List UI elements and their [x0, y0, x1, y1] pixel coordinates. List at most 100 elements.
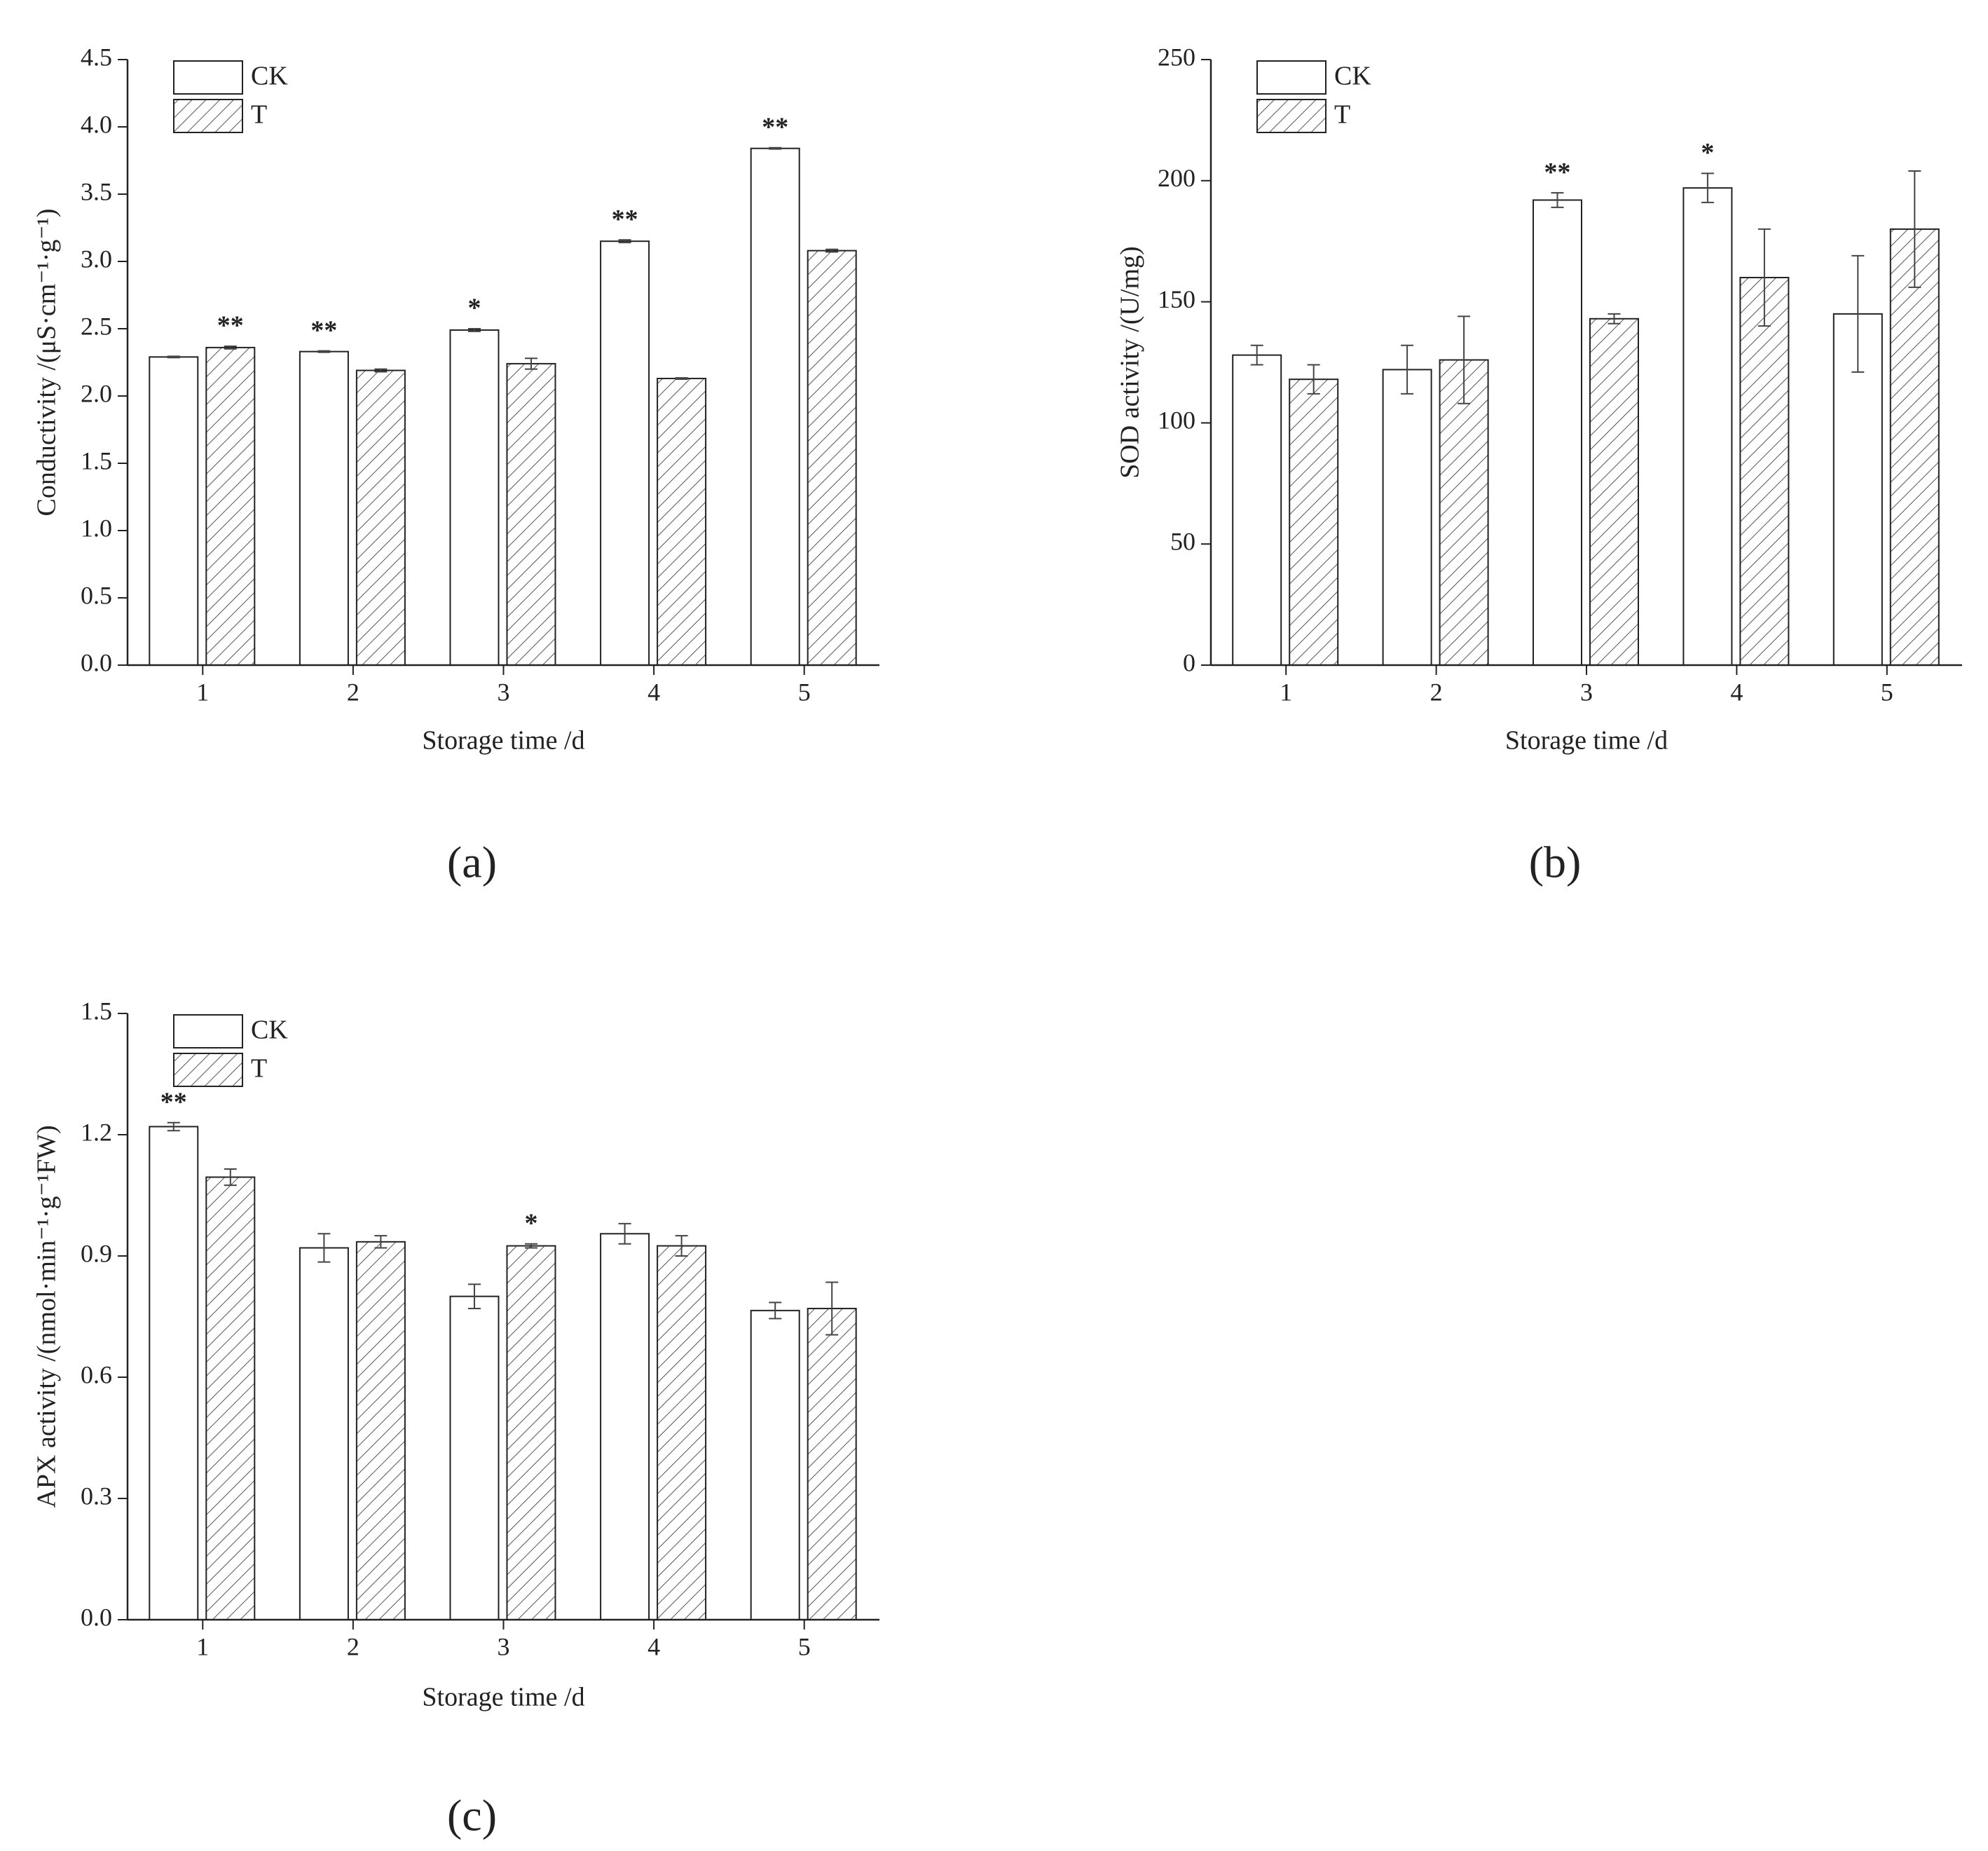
- y-tick-label: 1.5: [81, 446, 112, 474]
- bar: [807, 250, 857, 666]
- significance: **: [762, 112, 788, 142]
- y-tick-label: 100: [1158, 407, 1195, 435]
- error-bar: [1307, 364, 1320, 395]
- bar: [600, 240, 650, 666]
- x-axis-title: Storage time /d: [422, 726, 584, 756]
- bar: [1232, 354, 1282, 666]
- error-bar: [769, 146, 782, 150]
- error-bar: [825, 248, 839, 253]
- y-tick-label: 0.0: [81, 1603, 112, 1631]
- bar: [657, 378, 707, 666]
- error-bar: [618, 239, 631, 244]
- error-bar: [317, 350, 331, 353]
- error-bar: [374, 1235, 388, 1249]
- error-bar: [525, 1243, 537, 1249]
- y-tick-label: 3.0: [81, 245, 112, 273]
- y-axis-title: Conductivity /(μS·cm⁻¹·g⁻¹): [32, 209, 62, 517]
- bar: [1439, 359, 1489, 666]
- bar: [149, 1126, 199, 1620]
- y-tick-label: 200: [1158, 164, 1195, 192]
- error-bar: [224, 1168, 237, 1187]
- x-tick-label: 1: [196, 678, 209, 706]
- x-tick-label: 4: [647, 678, 660, 706]
- significance: **: [160, 1087, 187, 1116]
- bar: [1382, 369, 1432, 666]
- x-tick-label: 2: [347, 678, 359, 706]
- significance: *: [468, 294, 481, 323]
- error-bar: [317, 1233, 331, 1263]
- legend-swatch: [173, 99, 243, 133]
- significance: *: [1701, 138, 1714, 168]
- significance: *: [525, 1208, 538, 1238]
- bar: [449, 1295, 500, 1620]
- legend-label: CK: [251, 62, 288, 91]
- bar: [355, 369, 406, 667]
- x-tick-label: 5: [798, 678, 811, 706]
- bar: [355, 1241, 406, 1620]
- y-tick-label: 2.5: [81, 312, 112, 340]
- y-tick-label: 0.0: [81, 648, 112, 676]
- error-bar: [224, 345, 237, 350]
- bar: [1289, 378, 1339, 667]
- bar: [299, 350, 349, 666]
- legend-swatch: [173, 1053, 243, 1087]
- y-tick-label: 2.0: [81, 379, 112, 407]
- y-tick-label: 3.5: [81, 177, 112, 205]
- bar: [1889, 228, 1940, 667]
- error-bar: [675, 377, 688, 380]
- bar: [1682, 187, 1733, 666]
- error-bar: [1701, 172, 1714, 203]
- error-bar: [525, 357, 537, 370]
- error-bar: [825, 1281, 839, 1336]
- error-bar: [374, 368, 388, 373]
- error-bar: [675, 1235, 688, 1257]
- y-tick-label: 0.9: [81, 1239, 112, 1267]
- x-tick-label: 3: [498, 678, 510, 706]
- y-tick-label: 150: [1158, 285, 1195, 313]
- legend-label: T: [251, 1054, 267, 1084]
- bar: [449, 329, 500, 666]
- x-tick-label: 5: [798, 1632, 811, 1660]
- significance: **: [310, 315, 337, 345]
- bar: [657, 1245, 707, 1621]
- significance: **: [1544, 158, 1571, 187]
- y-axis-title: APX activity /(nmol·min⁻¹·g⁻¹FW): [32, 1125, 62, 1508]
- error-bar: [1757, 228, 1771, 327]
- error-bar: [1607, 313, 1621, 325]
- bar: [205, 346, 256, 666]
- y-tick-label: 1.5: [81, 997, 112, 1025]
- legend-label: CK: [1334, 62, 1371, 91]
- bar: [205, 1176, 256, 1621]
- bar: [807, 1307, 857, 1620]
- y-tick-label: 0.5: [81, 581, 112, 609]
- significance: **: [612, 205, 638, 234]
- y-tick-label: 1.0: [81, 514, 112, 542]
- significance: **: [217, 311, 244, 341]
- bar: [600, 1233, 650, 1620]
- y-axis-title: SOD activity /(U/mg): [1116, 246, 1145, 478]
- error-bar: [1401, 344, 1414, 395]
- x-tick-label: 3: [498, 1632, 510, 1660]
- error-bar: [769, 1302, 782, 1320]
- error-bar: [618, 1222, 631, 1245]
- x-tick-label: 4: [647, 1632, 660, 1660]
- x-tick-label: 1: [1280, 678, 1292, 706]
- bar: [506, 362, 556, 666]
- error-bar: [468, 328, 481, 332]
- bar: [149, 356, 199, 666]
- bar: [1739, 277, 1790, 667]
- x-axis-title: Storage time /d: [422, 1683, 584, 1712]
- bar: [299, 1247, 349, 1620]
- legend-swatch: [173, 1014, 243, 1049]
- y-tick-label: 0.6: [81, 1360, 112, 1388]
- x-axis-title: Storage time /d: [1505, 726, 1668, 756]
- x-tick-label: 2: [347, 1632, 359, 1660]
- error-bar: [167, 1121, 180, 1132]
- y-tick-label: 1.2: [81, 1118, 112, 1146]
- legend-label: T: [251, 100, 267, 130]
- error-bar: [468, 1283, 481, 1309]
- x-tick-label: 4: [1730, 678, 1743, 706]
- error-bar: [167, 355, 180, 359]
- bar: [1589, 317, 1639, 666]
